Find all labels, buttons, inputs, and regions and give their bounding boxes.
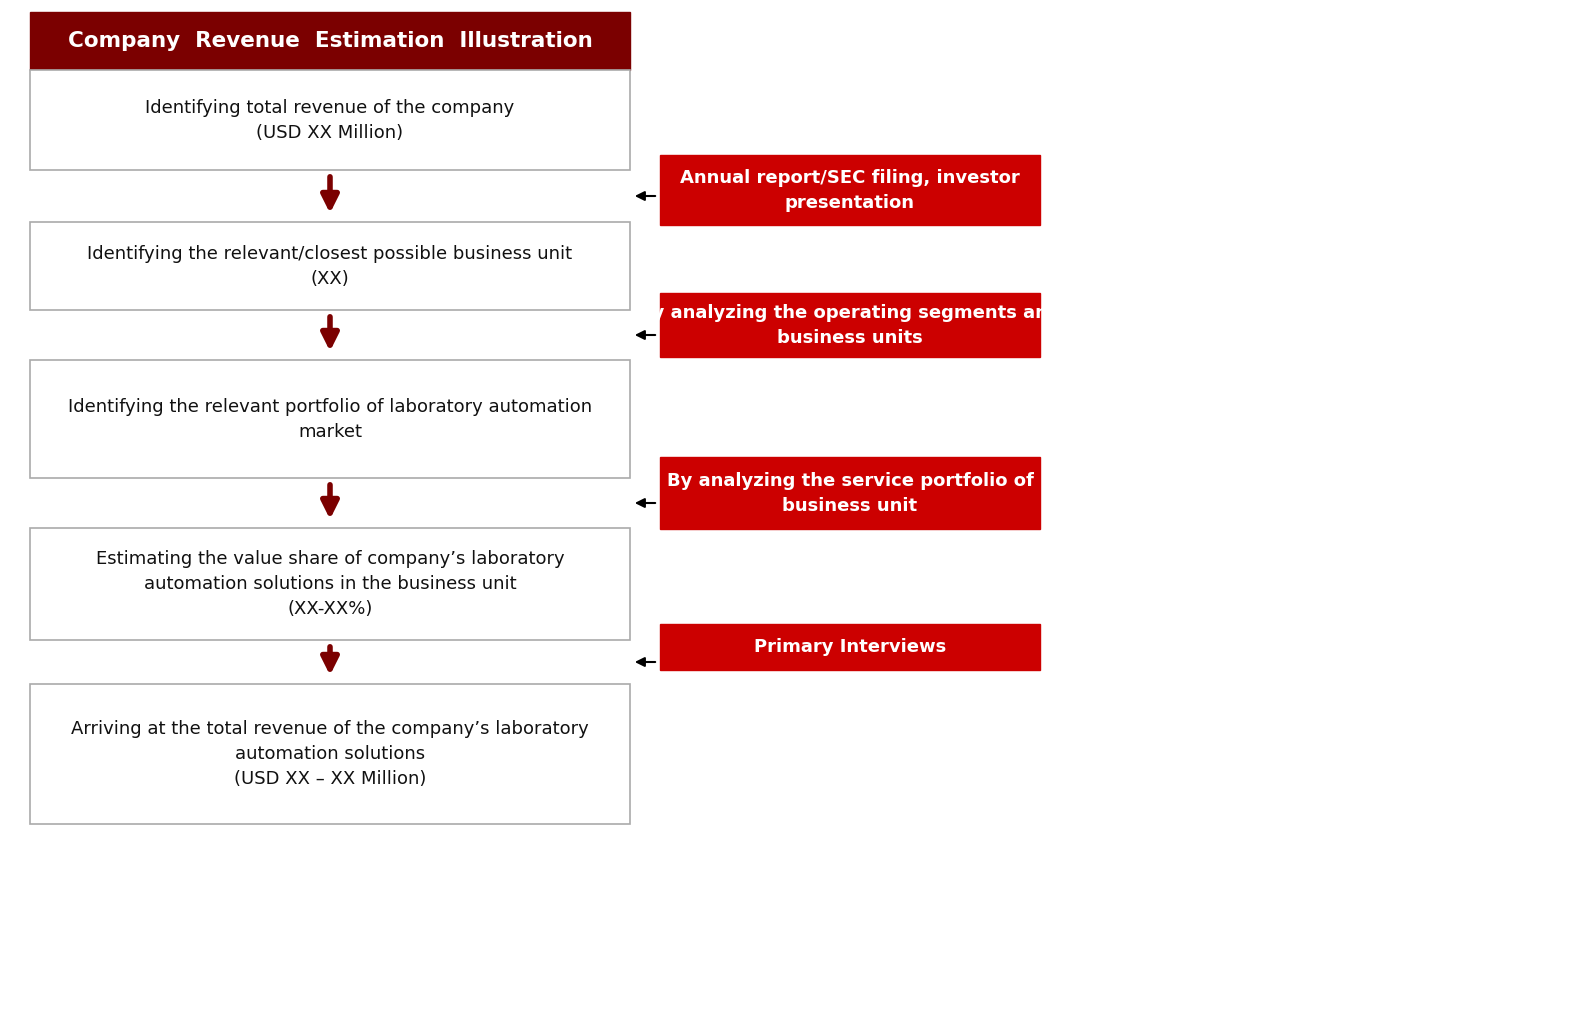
FancyBboxPatch shape xyxy=(660,624,1040,670)
Text: By analyzing the service portfolio of
business unit: By analyzing the service portfolio of bu… xyxy=(667,472,1034,515)
Text: Arriving at the total revenue of the company’s laboratory
automation solutions
(: Arriving at the total revenue of the com… xyxy=(71,720,589,788)
Text: Company  Revenue  Estimation  Illustration: Company Revenue Estimation Illustration xyxy=(68,31,593,51)
FancyBboxPatch shape xyxy=(660,293,1040,357)
Text: Primary Interviews: Primary Interviews xyxy=(753,638,946,656)
Text: Annual report/SEC filing, investor
presentation: Annual report/SEC filing, investor prese… xyxy=(681,168,1020,211)
FancyBboxPatch shape xyxy=(30,684,630,824)
FancyBboxPatch shape xyxy=(30,12,630,70)
FancyBboxPatch shape xyxy=(30,70,630,170)
FancyBboxPatch shape xyxy=(660,457,1040,529)
Text: Identifying total revenue of the company
(USD XX Million): Identifying total revenue of the company… xyxy=(145,98,515,141)
FancyBboxPatch shape xyxy=(30,528,630,640)
FancyBboxPatch shape xyxy=(660,155,1040,225)
Text: Identifying the relevant portfolio of laboratory automation
market: Identifying the relevant portfolio of la… xyxy=(68,398,593,441)
Text: Estimating the value share of company’s laboratory
automation solutions in the b: Estimating the value share of company’s … xyxy=(96,550,564,618)
Text: Identifying the relevant/closest possible business unit
(XX): Identifying the relevant/closest possibl… xyxy=(87,245,572,287)
Text: By analyzing the operating segments and
business units: By analyzing the operating segments and … xyxy=(640,303,1061,346)
FancyBboxPatch shape xyxy=(30,360,630,478)
FancyBboxPatch shape xyxy=(30,222,630,310)
